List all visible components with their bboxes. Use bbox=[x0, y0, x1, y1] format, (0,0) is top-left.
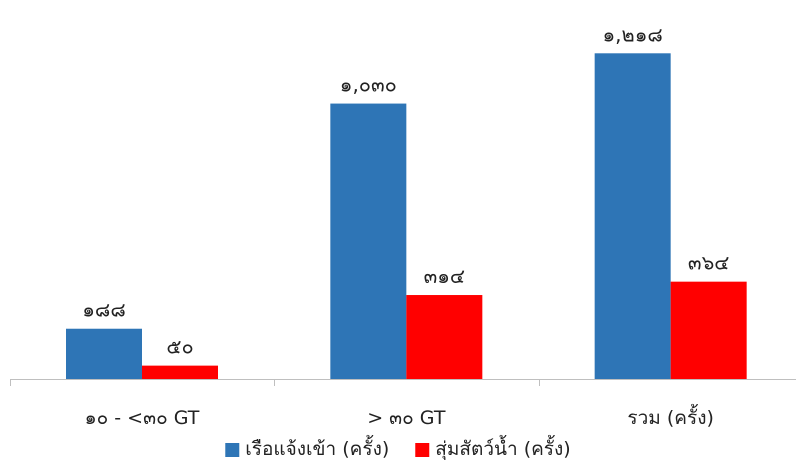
data-label-series1-cat1: ๓๑๔ bbox=[424, 264, 466, 288]
bar-series1-cat1 bbox=[406, 295, 483, 379]
legend-swatch-1 bbox=[415, 443, 430, 457]
legend-item-1: สุ่มสัตว์น้ำ (ครั้ง) bbox=[415, 435, 571, 461]
data-label-series1-cat2: ๓๖๔ bbox=[688, 251, 730, 275]
data-label-series0-cat1: ๑,๐๓๐ bbox=[340, 73, 397, 97]
bar-series0-cat2 bbox=[594, 53, 671, 379]
data-label-series0-cat0: ๑๘๘ bbox=[82, 298, 126, 322]
x-tick-label-2: รวม (ครั้ง) bbox=[627, 404, 713, 429]
legend-swatch-0 bbox=[225, 443, 240, 457]
legend-item-0: เรือแจ้งเข้า (ครั้ง) bbox=[225, 435, 389, 460]
bars-layer bbox=[66, 53, 747, 379]
data-label-series0-cat2: ๑,๒๑๘ bbox=[602, 22, 662, 46]
bar-series1-cat2 bbox=[670, 281, 747, 379]
x-tick-label-0: ๑๐ - <๓๐ GT bbox=[85, 407, 200, 429]
bar-series1-cat0 bbox=[142, 365, 218, 379]
x-tick-label-1: > ๓๐ GT bbox=[367, 407, 446, 429]
legend-label-1: สุ่มสัตว์น้ำ (ครั้ง) bbox=[435, 435, 570, 461]
legend-label-0: เรือแจ้งเข้า (ครั้ง) bbox=[245, 435, 389, 460]
bar-series0-cat1 bbox=[330, 103, 407, 379]
bar-series0-cat0 bbox=[66, 328, 142, 379]
data-label-series1-cat0: ๕๐ bbox=[166, 335, 193, 359]
x-axis: ๑๐ - <๓๐ GT > ๓๐ GT รวม (ครั้ง) bbox=[10, 379, 796, 429]
legend: เรือแจ้งเข้า (ครั้ง) สุ่มสัตว์น้ำ (ครั้ง) bbox=[225, 435, 571, 461]
